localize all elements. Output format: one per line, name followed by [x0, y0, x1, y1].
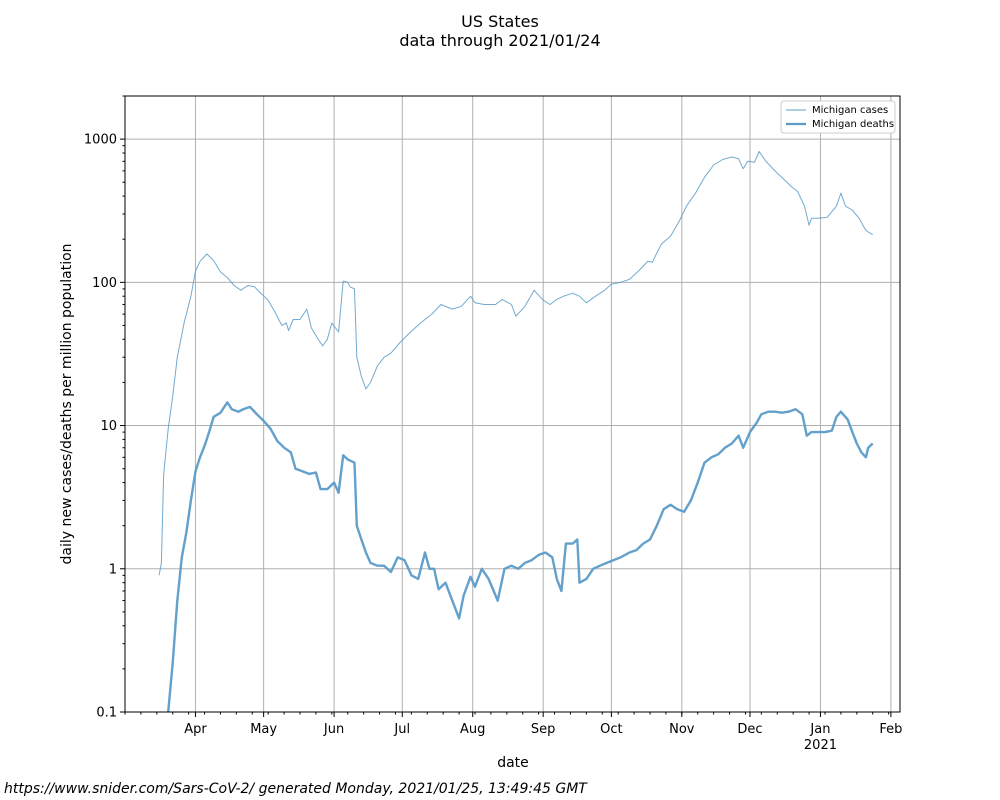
x-tick-label: Sep — [531, 722, 556, 737]
legend: Michigan cases Michigan deaths — [780, 100, 896, 134]
series-layer — [158, 151, 874, 713]
y-axis-label: daily new cases/deaths per million popul… — [59, 243, 75, 564]
x-tick-label: Jul — [393, 722, 410, 737]
series-line-cases — [158, 151, 873, 576]
legend-box — [780, 100, 896, 134]
x-tick-label: Aug — [460, 722, 485, 737]
y-tick-label: 10 — [100, 419, 117, 434]
y-tick-label: 0.1 — [96, 706, 117, 721]
chart-title: US States — [461, 12, 539, 31]
x-tick-label: Apr — [184, 722, 207, 737]
legend-label-cases: Michigan cases — [812, 105, 888, 116]
x-tick-label: Jan — [809, 722, 830, 737]
x-tick-label: Feb — [879, 722, 902, 737]
chart-subtitle: data through 2021/01/24 — [399, 31, 601, 50]
x-axis-label: date — [497, 755, 529, 771]
y-tick-label: 1 — [109, 562, 117, 577]
y-tick-label: 1000 — [84, 133, 117, 148]
legend-label-deaths: Michigan deaths — [812, 119, 894, 130]
x-tick-label: Dec — [737, 722, 762, 737]
y-tick-label: 100 — [92, 276, 117, 291]
y-axis: 0.1 1 10 100 1000 — [84, 95, 125, 721]
series-line-deaths — [167, 401, 874, 713]
x-tick-label: Oct — [600, 722, 622, 737]
x-tick-sublabel: 2021 — [804, 738, 837, 753]
plot-frame — [124, 95, 901, 713]
x-tick-label: May — [250, 722, 277, 737]
x-tick-label: Jun — [323, 722, 344, 737]
x-tick-label: Nov — [669, 722, 695, 737]
source-footer: https://www.snider.com/Sars-CoV-2/ gener… — [4, 781, 587, 797]
grid-lines — [125, 96, 900, 713]
